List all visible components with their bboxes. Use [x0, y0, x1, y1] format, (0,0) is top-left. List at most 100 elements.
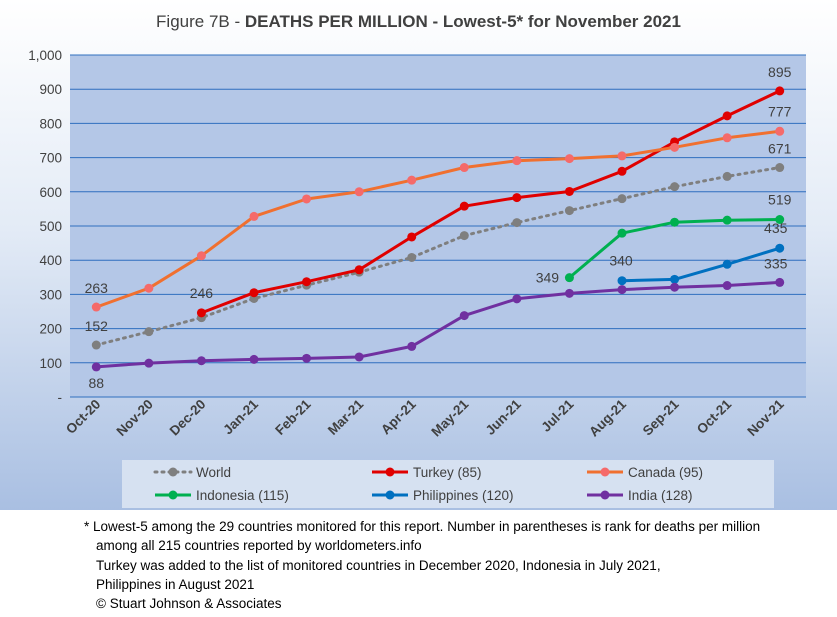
data-label: 519: [768, 192, 792, 208]
x-tick-label: Nov-21: [744, 396, 787, 439]
data-point: [91, 340, 101, 350]
legend-marker: [600, 490, 610, 500]
data-point: [144, 327, 154, 337]
y-tick-label: 700: [39, 151, 62, 166]
data-point: [196, 308, 206, 318]
data-point: [302, 194, 312, 204]
series-line: [200, 89, 781, 315]
data-point: [722, 281, 732, 291]
y-tick-label: -: [58, 390, 63, 405]
data-point: [775, 126, 785, 136]
data-label: 88: [88, 375, 104, 391]
data-point: [670, 217, 680, 227]
data-point: [407, 175, 417, 185]
data-label: 152: [85, 318, 109, 334]
data-point: [670, 274, 680, 284]
legend-label: Turkey (85): [413, 465, 482, 480]
footnote-line-1: * Lowest-5 among the 29 countries monito…: [84, 519, 761, 534]
title-prefix: Figure 7B -: [156, 12, 245, 31]
data-point: [512, 294, 522, 304]
y-tick-label: 400: [39, 253, 62, 268]
data-point: [512, 218, 522, 228]
data-point: [617, 151, 627, 161]
x-tick-label: Dec-20: [167, 397, 209, 439]
data-point: [670, 282, 680, 292]
x-tick-label: Jun-21: [483, 396, 525, 438]
data-point: [564, 154, 574, 164]
data-label: 340: [609, 253, 633, 269]
data-label: 777: [768, 103, 792, 119]
y-tick-label: 800: [39, 116, 62, 131]
line-chart: - 100 200 300 400 500 600 700 800 900 1,000 Oct-20 N…: [28, 48, 806, 508]
legend: [122, 460, 774, 508]
data-point: [302, 277, 312, 287]
x-tick-label: Apr-21: [378, 396, 419, 437]
x-tick-label: Oct-21: [694, 396, 735, 437]
data-point: [91, 362, 101, 372]
data-point: [354, 187, 364, 197]
data-point: [512, 156, 522, 166]
series-line: [621, 246, 781, 283]
legend-marker: [600, 467, 610, 477]
data-point: [459, 201, 469, 211]
data-point: [670, 182, 680, 192]
data-point: [564, 273, 574, 283]
data-point: [249, 288, 259, 298]
data-point: [775, 215, 785, 225]
data-point: [564, 288, 574, 298]
data-point: [775, 163, 785, 173]
y-tick-label: 300: [39, 287, 62, 302]
data-label: 671: [768, 141, 792, 157]
data-point: [722, 111, 732, 121]
data-point: [564, 206, 574, 216]
series-line: [94, 166, 782, 347]
data-label: 435: [764, 220, 788, 236]
x-tick-label: Jan-21: [220, 396, 261, 437]
data-point: [407, 252, 417, 262]
data-point: [196, 251, 206, 261]
series-line: [96, 280, 780, 369]
y-tick-label: 1,000: [28, 48, 62, 63]
data-point: [354, 352, 364, 362]
data-point: [775, 243, 785, 253]
y-tick-label: 200: [39, 322, 62, 337]
legend-marker: [385, 467, 395, 477]
data-point: [775, 277, 785, 287]
x-tick-label: Aug-21: [586, 396, 629, 439]
legend-marker: [385, 490, 395, 500]
data-label: 263: [85, 280, 109, 296]
footnote: * Lowest-5 among the 29 countries monito…: [84, 517, 834, 613]
x-tick-label: May-21: [428, 396, 471, 439]
data-point: [144, 283, 154, 293]
y-tick-label: 600: [39, 185, 62, 200]
footnote-line-5: © Stuart Johnson & Associates: [96, 596, 282, 612]
data-point: [459, 163, 469, 173]
x-tick-label: Oct-20: [63, 397, 103, 437]
series-line: [95, 129, 780, 309]
data-point: [302, 353, 312, 363]
data-point: [617, 194, 627, 204]
x-tick-label: Sep-21: [640, 396, 682, 438]
x-tick-label: Feb-21: [272, 396, 314, 438]
data-label: 246: [190, 285, 214, 301]
data-point: [196, 356, 206, 366]
data-label: 335: [764, 255, 788, 271]
data-point: [617, 285, 627, 295]
data-point: [144, 358, 154, 368]
data-point: [617, 166, 627, 176]
data-point: [670, 142, 680, 152]
data-point: [512, 193, 522, 203]
data-point: [722, 259, 732, 269]
data-point: [407, 232, 417, 242]
chart-title: Figure 7B - DEATHS PER MILLION - Lowest-…: [0, 12, 837, 32]
data-point: [91, 302, 101, 312]
y-tick-label: 500: [39, 219, 62, 234]
data-point: [775, 86, 785, 96]
x-tick-label: Nov-20: [114, 397, 156, 439]
data-point: [722, 215, 732, 225]
data-point: [249, 354, 259, 364]
legend-label: Philippines (120): [413, 488, 514, 503]
y-tick-label: 900: [39, 82, 62, 97]
y-tick-label: 100: [39, 356, 62, 371]
x-tick-label: Mar-21: [325, 396, 367, 438]
